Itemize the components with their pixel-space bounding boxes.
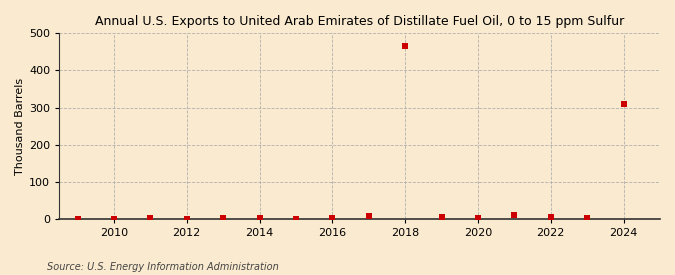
Point: [72, 217, 83, 221]
Point: [327, 216, 338, 220]
Text: Source: U.S. Energy Information Administration: Source: U.S. Energy Information Administ…: [47, 262, 279, 272]
Title: Annual U.S. Exports to United Arab Emirates of Distillate Fuel Oil, 0 to 15 ppm : Annual U.S. Exports to United Arab Emira…: [95, 15, 624, 28]
Point: [545, 215, 556, 220]
Point: [145, 216, 156, 221]
Point: [472, 216, 483, 221]
Point: [36, 217, 47, 221]
Point: [618, 101, 629, 106]
Point: [400, 44, 410, 48]
Point: [109, 216, 119, 221]
Y-axis label: Thousand Barrels: Thousand Barrels: [15, 78, 25, 175]
Point: [363, 214, 374, 218]
Point: [218, 216, 229, 221]
Point: [436, 215, 447, 219]
Point: [290, 216, 301, 221]
Point: [182, 216, 192, 221]
Point: [582, 216, 593, 220]
Point: [509, 213, 520, 218]
Point: [254, 216, 265, 221]
